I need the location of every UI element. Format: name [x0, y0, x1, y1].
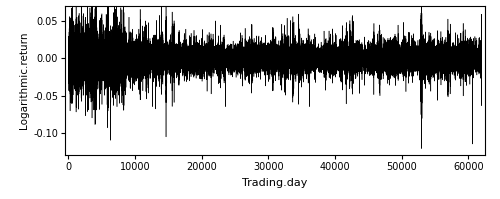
Y-axis label: Logarithmic.return: Logarithmic.return	[19, 32, 29, 129]
X-axis label: Trading.day: Trading.day	[242, 178, 308, 188]
